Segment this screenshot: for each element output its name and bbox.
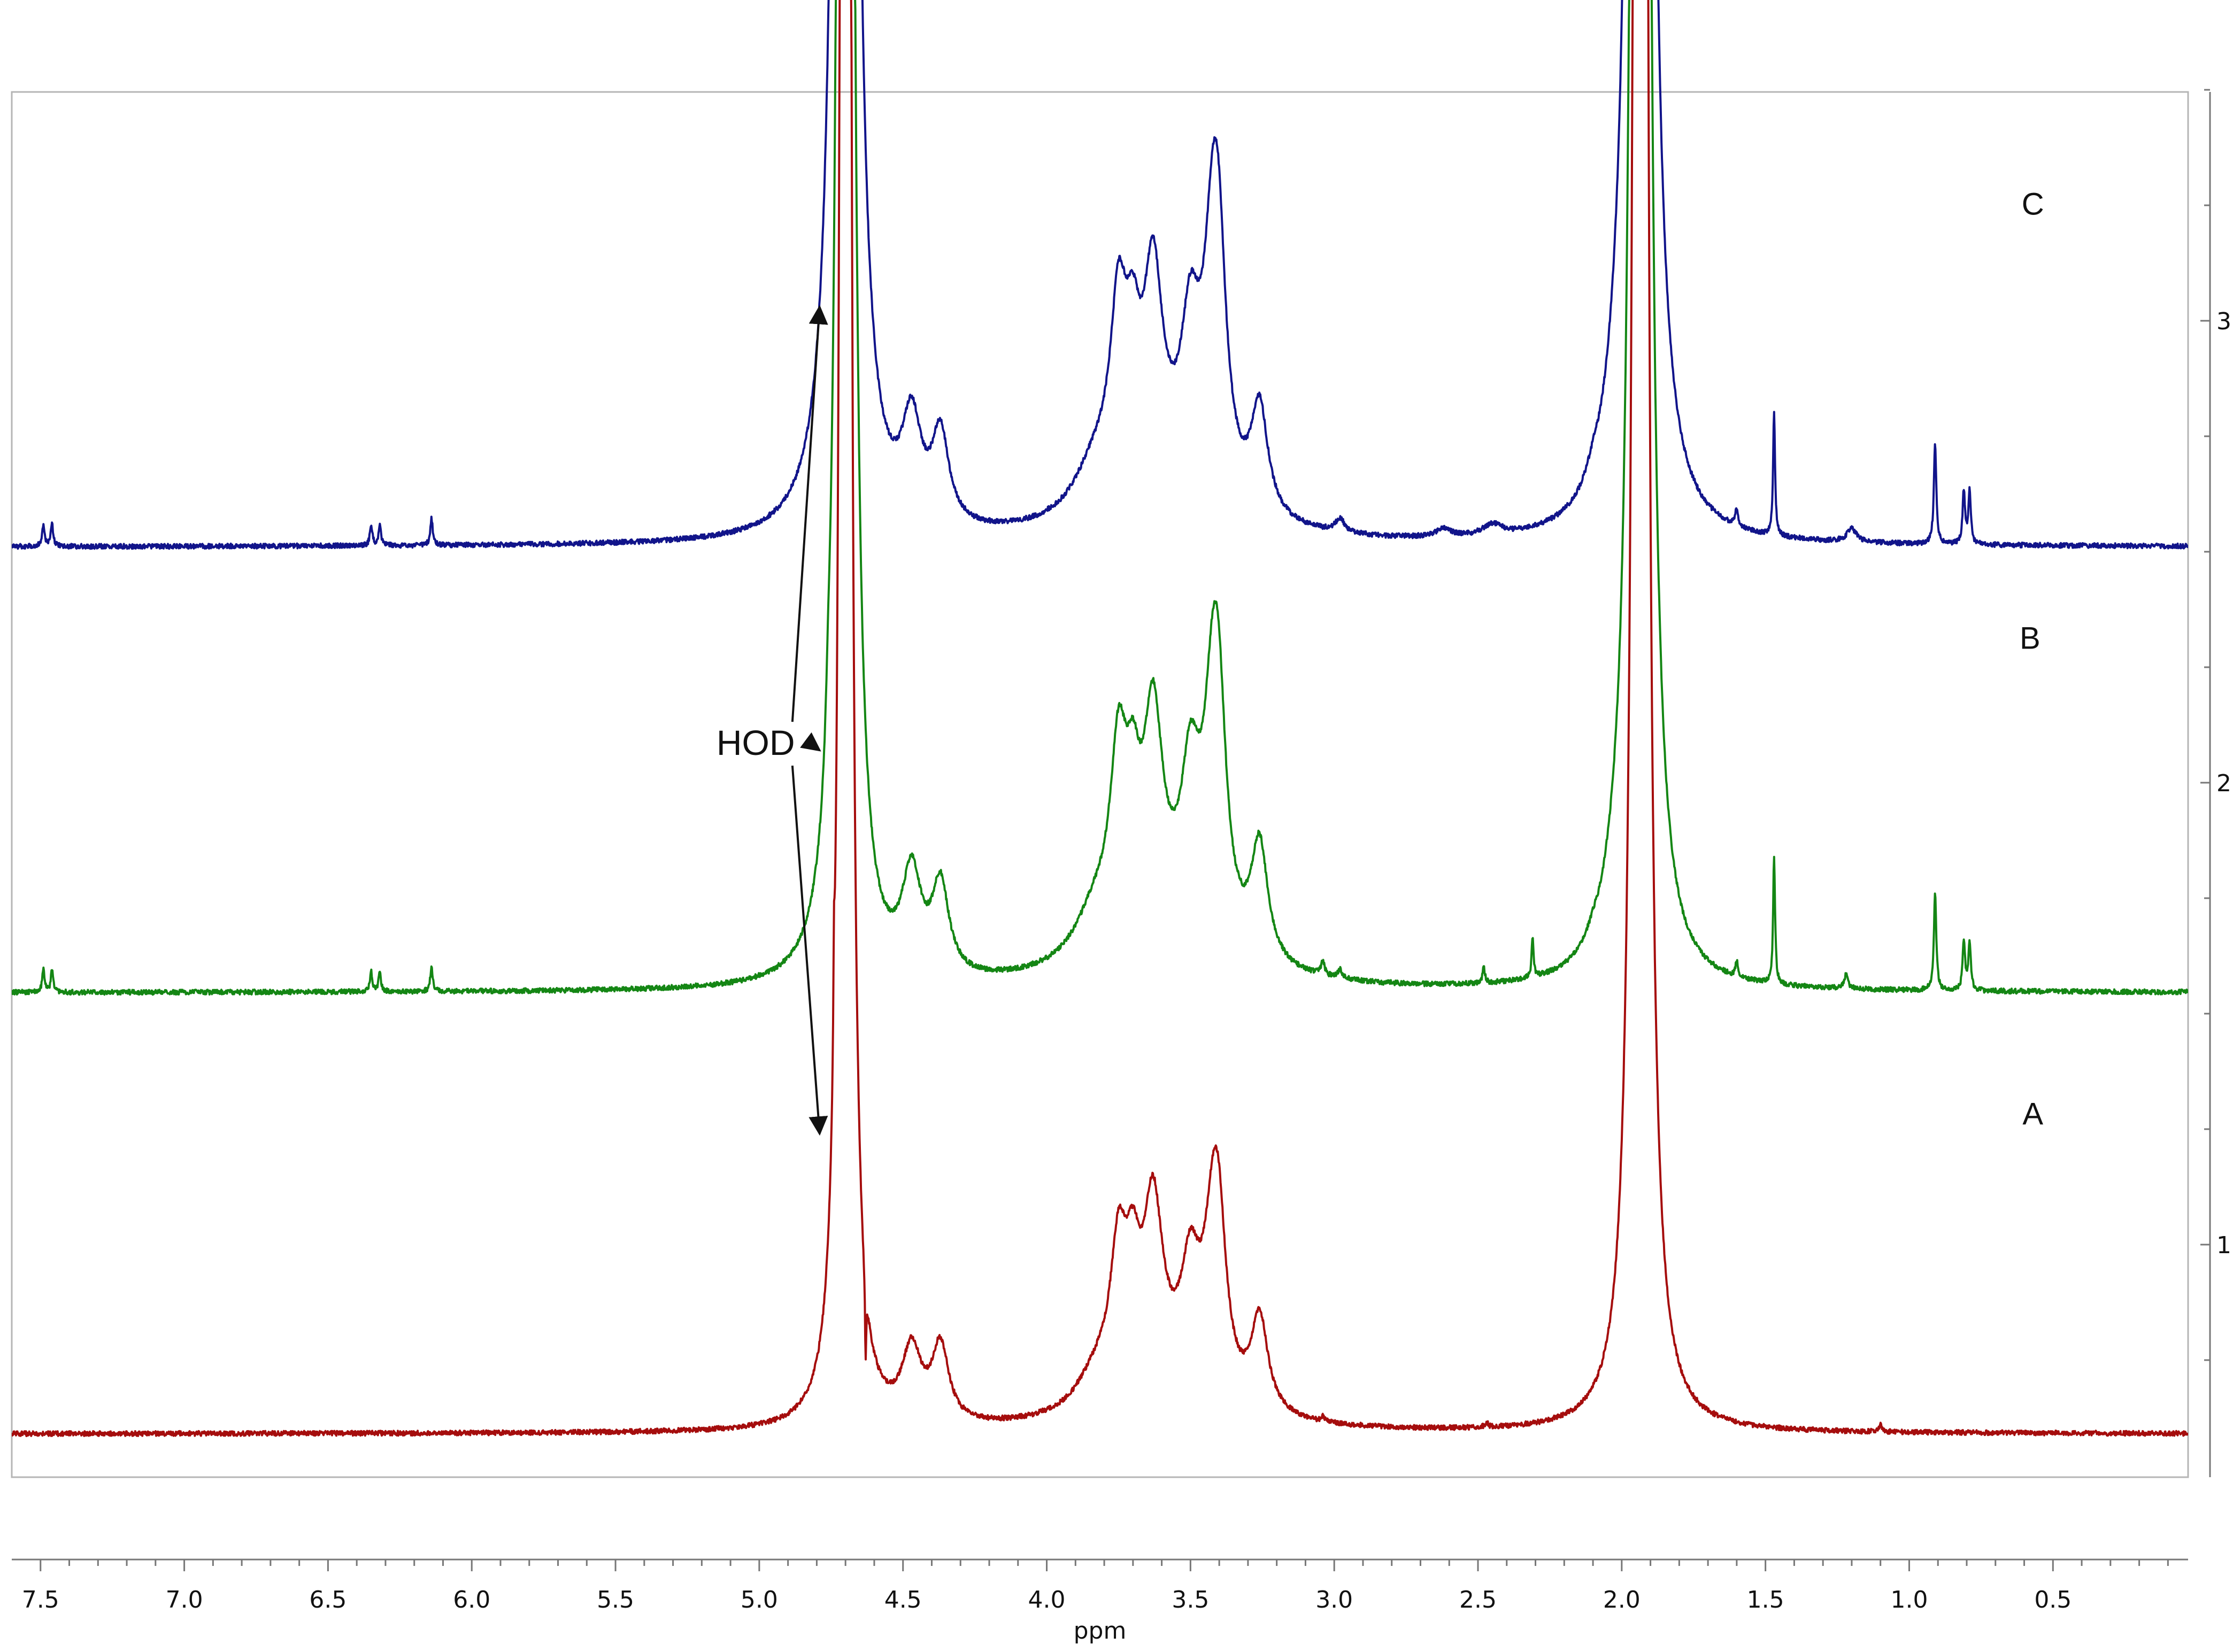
hod-arrow	[791, 766, 828, 1136]
plot-frame	[11, 91, 2189, 1478]
x-tick-label: 6.5	[309, 1586, 346, 1614]
x-tick-label: 5.0	[741, 1586, 778, 1614]
x-tick-label: 7.5	[22, 1586, 59, 1614]
x-axis-title: ppm	[1074, 1617, 1127, 1645]
x-tick-label: 2.5	[1459, 1586, 1497, 1614]
y-tick-label: 1	[2216, 1232, 2231, 1259]
trace-label-a: A	[2022, 1097, 2043, 1131]
trace-labels: A B C	[2020, 187, 2044, 1131]
y-tick-label: 3	[2216, 308, 2231, 335]
x-tick-label: 4.5	[884, 1586, 922, 1614]
hod-arrow	[791, 305, 828, 722]
spectrum-trace-a	[12, 0, 2188, 1438]
y-axis-ticks: 1 2 3	[2200, 89, 2231, 1361]
spectrum-trace-c	[12, 0, 2188, 550]
hod-arrow	[800, 732, 821, 752]
spectrum-trace-b	[12, 0, 2188, 996]
x-tick-label: 6.0	[453, 1586, 490, 1614]
x-tick-label: 3.0	[1315, 1586, 1353, 1614]
x-axis-ticks: 7.5 7.0 6.5 6.0 5.5 5.0 4.5 4.0 3.5 3.0 2.5 2.0 1.5 1…	[22, 1560, 2169, 1614]
x-tick-label: 4.0	[1028, 1586, 1066, 1614]
spectrum-traces	[12, 0, 2188, 1438]
hod-label: HOD	[717, 723, 795, 762]
x-tick-label: 2.0	[1603, 1586, 1641, 1614]
x-tick-label: 1.0	[1890, 1586, 1928, 1614]
x-tick-label: 7.0	[166, 1586, 203, 1614]
y-tick-label: 2	[2216, 770, 2231, 797]
x-tick-label: 1.5	[1747, 1586, 1784, 1614]
hod-annotation: HOD	[717, 305, 828, 1136]
x-tick-label: 5.5	[597, 1586, 634, 1614]
trace-label-b: B	[2020, 621, 2040, 655]
x-tick-label: 0.5	[2034, 1586, 2072, 1614]
trace-label-c: C	[2022, 187, 2044, 221]
x-tick-label: 3.5	[1172, 1586, 1209, 1614]
